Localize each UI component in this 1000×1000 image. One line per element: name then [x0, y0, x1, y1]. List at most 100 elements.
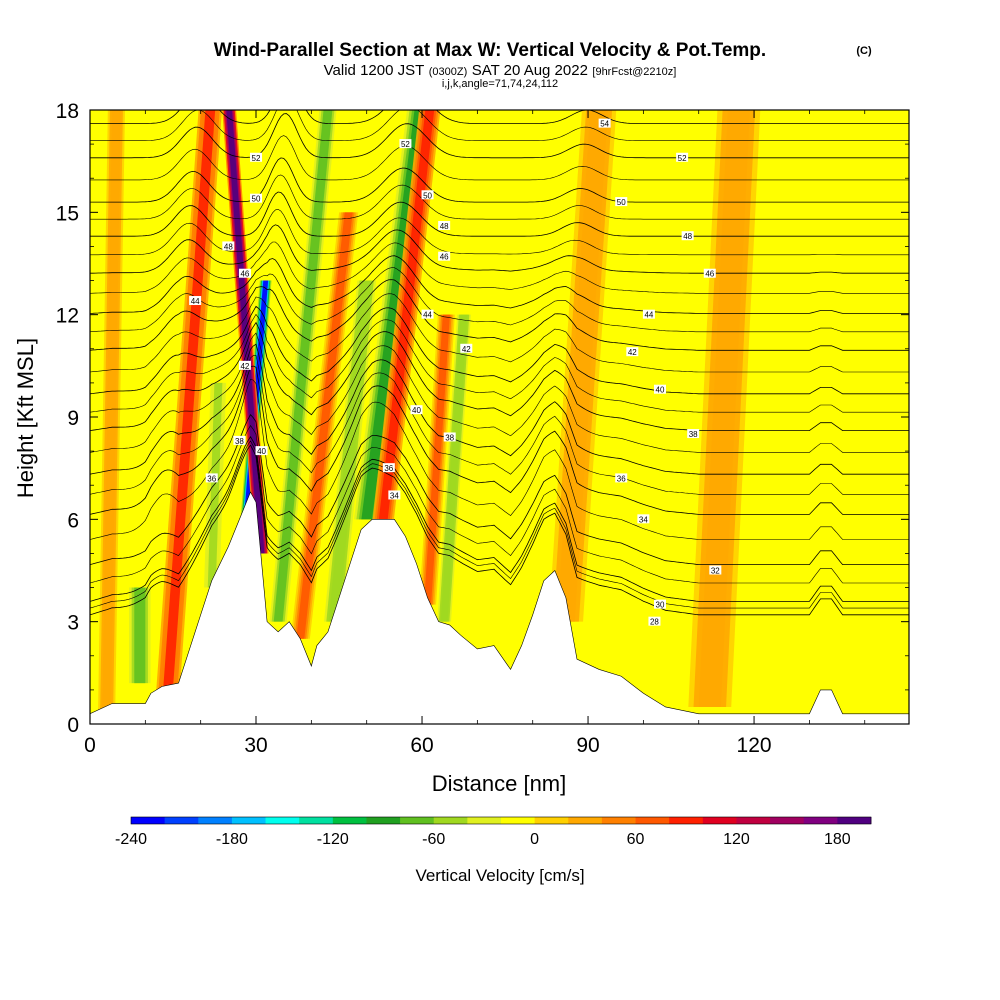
contour-label-bg	[250, 193, 263, 203]
isentrope-line	[90, 241, 909, 294]
contour-label-bg	[255, 446, 268, 456]
contour-label-bg	[443, 432, 456, 442]
colorbar	[130, 816, 872, 825]
contour-label-text: 28	[650, 618, 659, 627]
colorbar-tick-label: 60	[627, 831, 645, 848]
colorbar-swatch	[803, 817, 838, 824]
colorbar-swatch	[568, 817, 603, 824]
colorbar-swatch	[702, 817, 737, 824]
copyright-mark: (C)	[856, 45, 872, 57]
contour-label: 34	[388, 490, 401, 500]
contour-label-text: 52	[252, 154, 261, 163]
contour-label: 28	[648, 616, 661, 627]
contour-label: 44	[189, 296, 202, 306]
contour-label-text: 34	[639, 515, 648, 524]
terrain-mask	[90, 491, 909, 724]
contour-label: 40	[653, 384, 666, 395]
isentrope-line	[90, 321, 909, 431]
colorbar-swatch	[601, 817, 636, 824]
isentrope-line	[90, 354, 909, 495]
contour-label: 32	[709, 565, 722, 576]
isentrope-line	[90, 414, 909, 565]
velocity-band	[424, 314, 450, 605]
isentrope-line	[90, 110, 909, 124]
contour-label-text: 30	[656, 601, 665, 610]
contour-label: 38	[233, 435, 246, 446]
y-tick-label: 18	[56, 100, 79, 123]
contour-label: 44	[642, 309, 655, 320]
contour-label-bg	[222, 241, 235, 251]
colorbar-ticks: -240 -180 -120 -60 0 60 120 180	[115, 831, 851, 848]
isentrope-line	[90, 208, 909, 256]
contour-label-text: 38	[445, 433, 454, 442]
contour-label-bg	[189, 296, 202, 306]
contour-label-text: 42	[462, 345, 471, 354]
contour-label-text: 52	[678, 154, 687, 163]
contour-label-text: 38	[689, 430, 698, 439]
contour-label: 38	[443, 432, 456, 442]
contour-label: 48	[438, 220, 451, 231]
colorbar-swatch	[400, 817, 435, 824]
contour-label-bg	[238, 268, 251, 278]
colorbar-tick-label: -60	[422, 831, 445, 848]
y-axis-label: Height [Kft MSL]	[13, 338, 38, 498]
contour-label: 50	[421, 190, 434, 200]
contour-label: 44	[421, 309, 434, 320]
x-axis-label: Distance [nm]	[432, 771, 567, 796]
velocity-band	[378, 110, 435, 520]
utc-time: (0300Z)	[429, 66, 468, 78]
isentrope-line	[90, 135, 909, 181]
contour-label-text: 36	[384, 464, 393, 473]
vertical-velocity-field	[98, 110, 761, 714]
contour-label-bg	[205, 473, 218, 483]
contour-label-bg	[626, 347, 639, 357]
contour-label: 40	[410, 405, 423, 415]
contour-labels: 54 52 50 48 46 44 42 40 38 36 34 32 30 28 52 50 48 46 44 42…	[189, 118, 722, 627]
y-tick-label: 12	[56, 305, 79, 328]
colorbar-swatch	[635, 817, 670, 824]
contour-label-bg	[703, 268, 716, 278]
colorbar-swatch	[736, 817, 771, 824]
contour-label: 46	[438, 251, 451, 262]
velocity-band	[102, 110, 121, 714]
contour-label: 50	[615, 197, 628, 207]
x-axis: 0 30 60 90 120	[84, 110, 866, 757]
chart-subtitle: Valid 1200 JST (0300Z) SAT 20 Aug 2022 […	[324, 62, 677, 79]
isentrope-line	[90, 191, 909, 237]
colorbar-frame	[130, 816, 872, 825]
velocity-band	[273, 110, 333, 622]
colorbar-tick-label: 180	[824, 831, 851, 848]
contour-label-bg	[615, 473, 628, 483]
isentrope-line	[90, 224, 909, 274]
contour-label: 50	[250, 193, 263, 204]
contour-label-bg	[238, 360, 251, 370]
contour-label-text: 50	[423, 191, 432, 200]
contour-label-bg	[653, 384, 666, 394]
contour-label: 46	[238, 268, 251, 279]
contour-label-text: 34	[390, 491, 399, 500]
contour-label: 52	[676, 152, 689, 163]
colorbar-swatch	[131, 817, 166, 824]
contour-label-text: 44	[423, 311, 432, 320]
velocity-band	[296, 212, 353, 639]
contour-label-bg	[598, 118, 611, 128]
contour-label-text: 40	[257, 447, 266, 456]
y-tick-label: 6	[67, 509, 79, 532]
y-tick-label: 15	[56, 202, 79, 225]
velocity-band	[134, 587, 146, 684]
contour-label: 48	[681, 231, 694, 241]
contour-label-bg	[382, 463, 395, 473]
contour-label-text: 32	[711, 567, 720, 576]
contour-label-bg	[410, 405, 423, 415]
contour-label-bg	[421, 190, 434, 200]
contour-label-bg	[438, 251, 451, 261]
isentrope-line	[90, 332, 909, 453]
colorbar-label: Vertical Velocity [cm/s]	[415, 866, 584, 885]
y-tick-label: 3	[67, 612, 79, 635]
contour-label-text: 46	[705, 270, 714, 279]
velocity-band	[440, 314, 468, 622]
contour-label-text: 44	[191, 297, 200, 306]
isentrope-line	[90, 436, 909, 602]
